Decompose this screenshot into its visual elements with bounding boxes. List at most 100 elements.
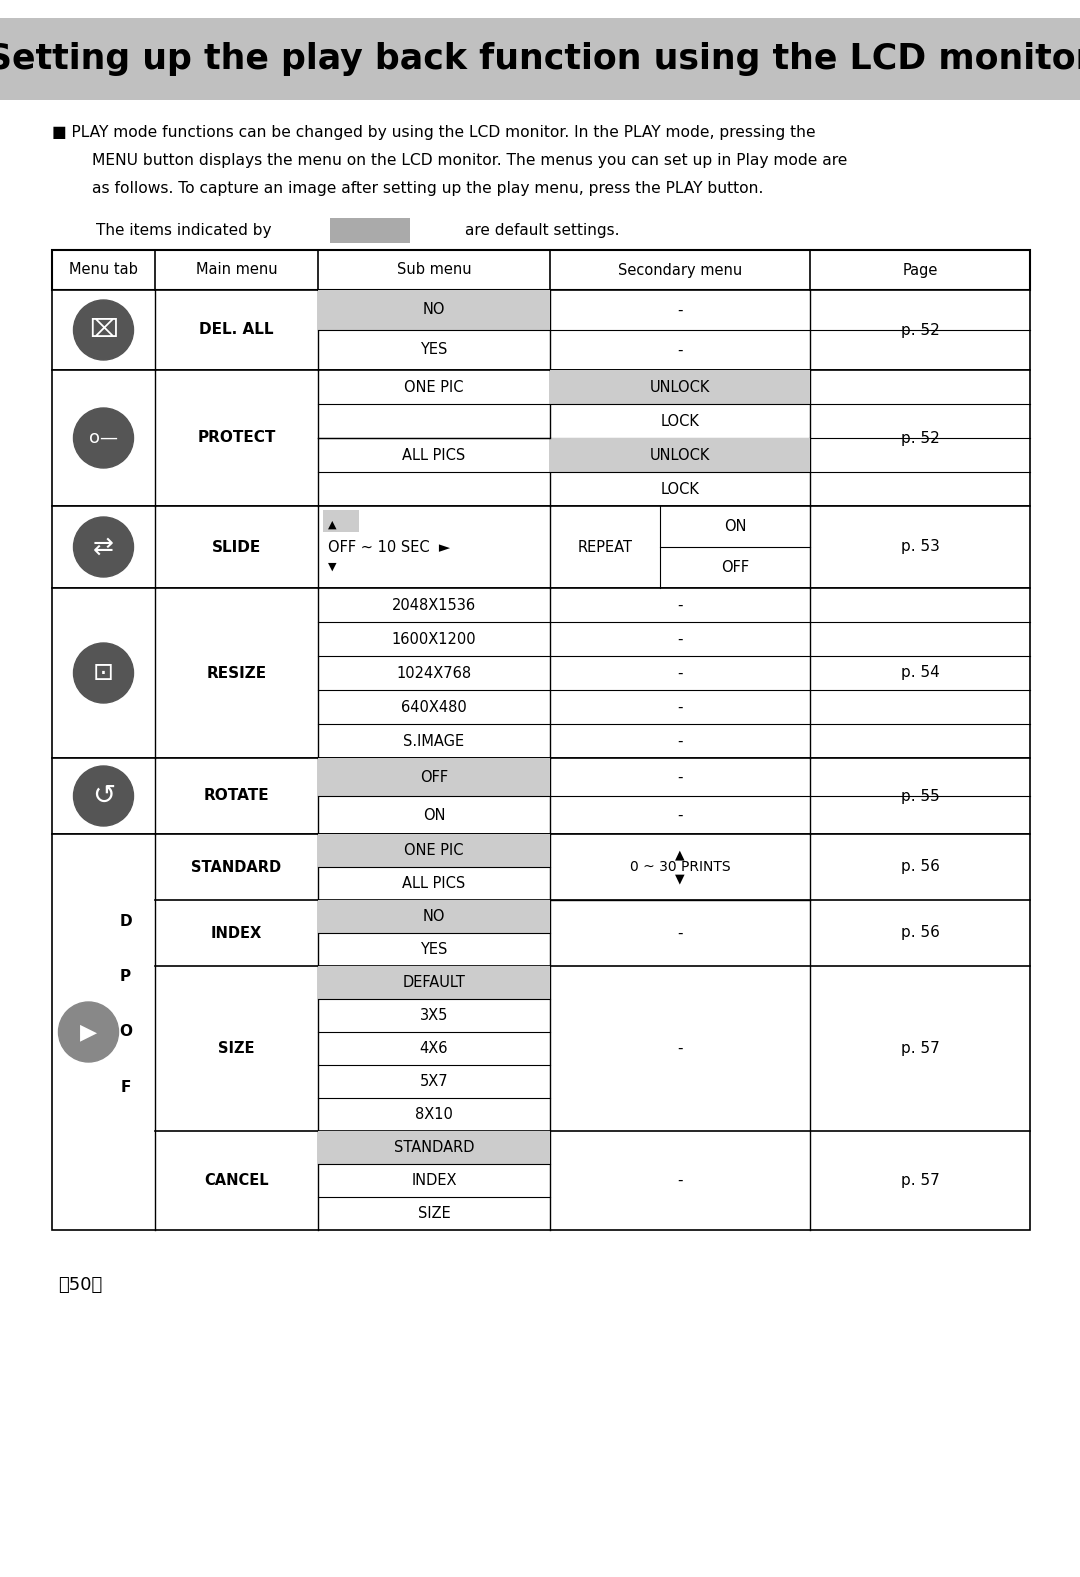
Text: F: F — [120, 1080, 131, 1094]
Bar — [52, 834, 1030, 1230]
Text: ONE PIC: ONE PIC — [404, 844, 463, 858]
Bar — [323, 509, 359, 531]
Text: The items indicated by: The items indicated by — [96, 222, 271, 238]
Text: Main menu: Main menu — [195, 262, 278, 278]
Text: 5X7: 5X7 — [420, 1074, 448, 1090]
Circle shape — [73, 766, 134, 826]
Bar — [318, 759, 550, 796]
Text: Page: Page — [902, 262, 937, 278]
Text: o—: o— — [89, 429, 118, 446]
Bar — [52, 588, 1030, 759]
Bar — [0, 17, 1080, 99]
Bar — [52, 371, 1030, 506]
Text: p. 52: p. 52 — [901, 323, 940, 337]
Text: Setting up the play back function using the LCD monitor: Setting up the play back function using … — [0, 43, 1080, 76]
Text: OFF: OFF — [721, 560, 750, 576]
Text: Sub menu: Sub menu — [396, 262, 471, 278]
Bar — [52, 290, 1030, 371]
Text: ▲: ▲ — [328, 520, 337, 530]
Text: STANDARD: STANDARD — [191, 859, 282, 875]
Text: LOCK: LOCK — [661, 481, 700, 497]
Bar — [318, 1131, 550, 1164]
Text: RESIZE: RESIZE — [206, 665, 267, 681]
Text: MENU button displays the menu on the LCD monitor. The menus you can set up in Pl: MENU button displays the menu on the LCD… — [92, 153, 848, 167]
Text: 640X480: 640X480 — [401, 700, 467, 714]
Text: NO: NO — [422, 303, 445, 317]
Text: SLIDE: SLIDE — [212, 539, 261, 555]
Text: ⌧: ⌧ — [90, 319, 118, 342]
Text: 1024X768: 1024X768 — [396, 665, 472, 681]
Text: p. 57: p. 57 — [901, 1173, 940, 1187]
Text: 4X6: 4X6 — [420, 1041, 448, 1057]
Text: p. 53: p. 53 — [901, 539, 940, 555]
Text: -: - — [677, 665, 683, 681]
Bar — [550, 371, 810, 404]
Text: -: - — [677, 598, 683, 612]
Text: YES: YES — [420, 342, 448, 358]
Text: -: - — [677, 1173, 683, 1187]
Text: p. 56: p. 56 — [901, 926, 940, 940]
Text: p. 57: p. 57 — [901, 1041, 940, 1057]
Text: 8X10: 8X10 — [415, 1107, 453, 1121]
Text: ROTATE: ROTATE — [204, 788, 269, 804]
Bar — [318, 834, 550, 867]
Text: -: - — [677, 700, 683, 714]
Bar — [318, 290, 550, 330]
Text: -: - — [677, 631, 683, 647]
Text: -: - — [677, 770, 683, 784]
Text: -: - — [677, 807, 683, 823]
Bar — [52, 759, 1030, 834]
Text: as follows. To capture an image after setting up the play menu, press the PLAY b: as follows. To capture an image after se… — [92, 180, 764, 196]
Text: ▼: ▼ — [328, 561, 337, 572]
Text: -: - — [677, 342, 683, 358]
Text: DEFAULT: DEFAULT — [403, 975, 465, 990]
Text: ON: ON — [422, 807, 445, 823]
Bar — [52, 506, 1030, 588]
Bar — [330, 218, 410, 243]
Text: p. 56: p. 56 — [901, 859, 940, 875]
Bar — [318, 967, 550, 998]
Text: -: - — [677, 733, 683, 749]
Text: -: - — [677, 303, 683, 317]
Text: PROTECT: PROTECT — [198, 431, 275, 445]
Text: p. 54: p. 54 — [901, 665, 940, 681]
Text: 〈50〉: 〈50〉 — [58, 1276, 103, 1295]
Text: OFF ~ 10 SEC  ►: OFF ~ 10 SEC ► — [328, 539, 450, 555]
Text: 0 ~ 30 PRINTS: 0 ~ 30 PRINTS — [630, 859, 730, 874]
Text: ▶: ▶ — [80, 1022, 97, 1042]
Text: UNLOCK: UNLOCK — [650, 380, 711, 394]
Text: YES: YES — [420, 941, 448, 957]
Text: LOCK: LOCK — [661, 413, 700, 429]
Text: p. 55: p. 55 — [901, 788, 940, 804]
Circle shape — [73, 300, 134, 360]
Text: 3X5: 3X5 — [420, 1008, 448, 1023]
Text: ON: ON — [724, 519, 746, 535]
Bar — [318, 900, 550, 934]
Text: ▼: ▼ — [675, 872, 685, 886]
Text: ⊡: ⊡ — [93, 661, 114, 684]
Text: ⇄: ⇄ — [93, 535, 114, 558]
Text: -: - — [677, 926, 683, 940]
Text: INDEX: INDEX — [411, 1173, 457, 1187]
Text: ■ PLAY mode functions can be changed by using the LCD monitor. In the PLAY mode,: ■ PLAY mode functions can be changed by … — [52, 125, 815, 139]
Text: 1600X1200: 1600X1200 — [392, 631, 476, 647]
Text: ONE PIC: ONE PIC — [404, 380, 463, 394]
Circle shape — [58, 1001, 119, 1061]
Text: -: - — [677, 1041, 683, 1057]
Text: Menu tab: Menu tab — [69, 262, 138, 278]
Text: 2048X1536: 2048X1536 — [392, 598, 476, 612]
Text: OFF: OFF — [420, 770, 448, 784]
Bar — [52, 251, 1030, 290]
Text: ALL PICS: ALL PICS — [403, 875, 465, 891]
Text: SIZE: SIZE — [418, 1206, 450, 1221]
Text: O: O — [119, 1025, 132, 1039]
Text: REPEAT: REPEAT — [578, 539, 633, 555]
Text: INDEX: INDEX — [211, 926, 262, 940]
Text: D: D — [119, 913, 132, 929]
Text: ▲: ▲ — [675, 848, 685, 861]
Text: Secondary menu: Secondary menu — [618, 262, 742, 278]
Circle shape — [73, 408, 134, 468]
Text: STANDARD: STANDARD — [394, 1140, 474, 1154]
Circle shape — [73, 643, 134, 703]
Circle shape — [73, 517, 134, 577]
